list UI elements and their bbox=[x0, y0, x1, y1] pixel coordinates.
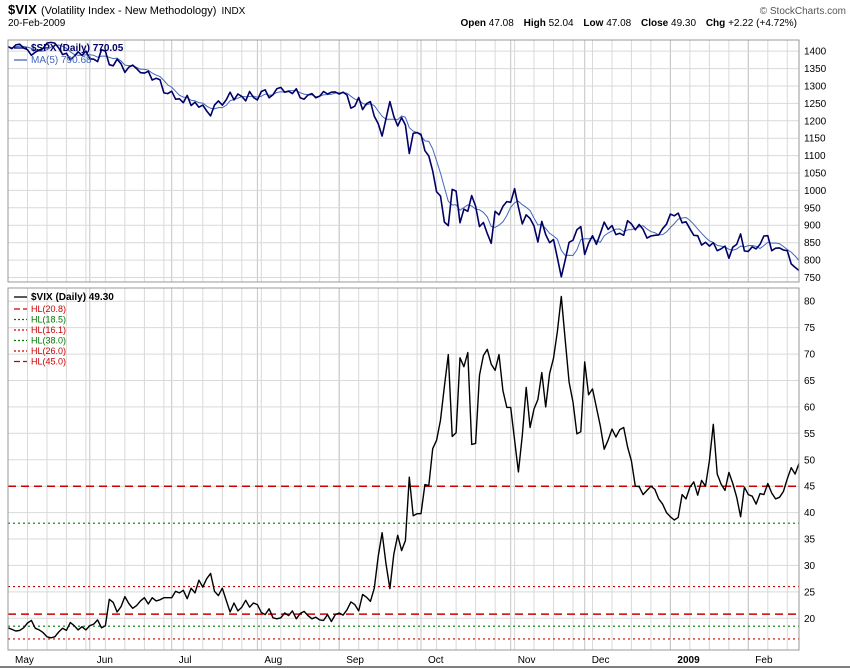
svg-text:20: 20 bbox=[804, 614, 816, 625]
svg-text:1150: 1150 bbox=[804, 134, 826, 145]
svg-text:65: 65 bbox=[804, 376, 816, 387]
vix-y-axis: 20 25 30 35 40 45 50 55 60 65 70 75 80 bbox=[804, 297, 816, 625]
spx-series bbox=[7, 41, 800, 278]
chart-date: 20-Feb-2009 bbox=[8, 18, 66, 29]
open-label: Open bbox=[460, 18, 486, 29]
svg-text:60: 60 bbox=[804, 402, 816, 413]
svg-text:1200: 1200 bbox=[804, 116, 827, 127]
svg-text:30: 30 bbox=[804, 561, 816, 572]
gridlines bbox=[7, 40, 799, 650]
svg-text:1250: 1250 bbox=[804, 99, 827, 110]
spx-ma5-series bbox=[7, 44, 800, 261]
svg-text:Jun: Jun bbox=[97, 655, 113, 666]
svg-text:HL(26.0): HL(26.0) bbox=[31, 346, 66, 356]
svg-text:55: 55 bbox=[804, 429, 816, 440]
high-value: 52.04 bbox=[548, 18, 574, 29]
close-value: 49.30 bbox=[671, 18, 697, 29]
svg-text:40: 40 bbox=[804, 508, 816, 519]
open-value: 47.08 bbox=[488, 18, 514, 29]
symbol: $VIX bbox=[8, 2, 37, 17]
chg-label: Chg bbox=[705, 18, 726, 29]
svg-text:MA(5) 790.68: MA(5) 790.68 bbox=[31, 55, 92, 66]
svg-text:1300: 1300 bbox=[804, 82, 827, 93]
svg-text:$SPX (Daily) 770.05: $SPX (Daily) 770.05 bbox=[31, 43, 124, 54]
svg-text:50: 50 bbox=[804, 455, 816, 466]
low-label: Low bbox=[583, 18, 604, 29]
svg-text:HL(20.8): HL(20.8) bbox=[31, 304, 66, 314]
svg-text:70: 70 bbox=[804, 350, 816, 361]
vix-panel-border bbox=[7, 287, 800, 651]
chart-canvas: 750 800 850 900 950 1000 1050 1100 1150 1200 1250 1… bbox=[0, 39, 850, 668]
svg-text:75: 75 bbox=[804, 323, 816, 334]
svg-text:950: 950 bbox=[804, 203, 821, 214]
svg-text:1100: 1100 bbox=[804, 151, 826, 162]
exchange: INDX bbox=[221, 6, 246, 17]
svg-text:Jul: Jul bbox=[179, 655, 192, 666]
svg-text:1000: 1000 bbox=[804, 186, 827, 197]
svg-text:1350: 1350 bbox=[804, 64, 827, 75]
svg-text:Sep: Sep bbox=[346, 655, 364, 666]
svg-text:Aug: Aug bbox=[264, 655, 282, 666]
svg-text:850: 850 bbox=[804, 238, 821, 249]
svg-text:May: May bbox=[15, 655, 34, 666]
svg-text:25: 25 bbox=[804, 587, 816, 598]
x-axis-labels: May Jun Jul Aug Sep Oct Nov Dec 2009 Feb bbox=[15, 655, 773, 666]
svg-text:Nov: Nov bbox=[518, 655, 536, 666]
low-value: 47.08 bbox=[606, 18, 632, 29]
spx-panel-border bbox=[7, 39, 800, 283]
svg-text:HL(38.0): HL(38.0) bbox=[31, 336, 66, 346]
spx-y-axis: 750 800 850 900 950 1000 1050 1100 1150 1200 1250 1… bbox=[804, 47, 827, 284]
svg-text:HL(18.5): HL(18.5) bbox=[31, 315, 66, 325]
chg-value: +2.22 (+4.72%) bbox=[728, 18, 797, 29]
svg-text:Oct: Oct bbox=[428, 655, 444, 666]
svg-text:1400: 1400 bbox=[804, 47, 827, 58]
chart-header: $VIX (Volatility Index - New Methodology… bbox=[0, 0, 850, 34]
copyright: © StockCharts.com bbox=[759, 6, 846, 17]
svg-text:35: 35 bbox=[804, 535, 816, 546]
high-label: High bbox=[523, 18, 546, 29]
quote-row: 20-Feb-2009 Open 47.08 High 52.04 Low 47… bbox=[8, 18, 804, 29]
ohlc-quote: Open 47.08 High 52.04 Low 47.08 Close 49… bbox=[460, 18, 804, 29]
svg-text:1050: 1050 bbox=[804, 169, 827, 180]
vix-legend: $VIX (Daily) 49.30HL(20.8)HL(18.5)HL(16.… bbox=[14, 292, 114, 367]
svg-text:80: 80 bbox=[804, 297, 816, 308]
vix-series bbox=[7, 295, 800, 639]
svg-text:750: 750 bbox=[804, 273, 821, 284]
svg-text:Dec: Dec bbox=[592, 655, 610, 666]
svg-text:HL(16.1): HL(16.1) bbox=[31, 325, 66, 335]
title-row: $VIX (Volatility Index - New Methodology… bbox=[8, 2, 846, 17]
svg-text:HL(45.0): HL(45.0) bbox=[31, 357, 66, 367]
svg-text:900: 900 bbox=[804, 221, 821, 232]
svg-text:800: 800 bbox=[804, 256, 821, 267]
svg-text:45: 45 bbox=[804, 482, 816, 493]
vix-horizontal-lines bbox=[8, 485, 799, 640]
svg-text:Feb: Feb bbox=[755, 655, 773, 666]
svg-text:$VIX (Daily) 49.30: $VIX (Daily) 49.30 bbox=[31, 292, 114, 303]
symbol-description: (Volatility Index - New Methodology) bbox=[40, 5, 217, 17]
close-label: Close bbox=[641, 18, 669, 29]
svg-text:2009: 2009 bbox=[677, 655, 700, 666]
